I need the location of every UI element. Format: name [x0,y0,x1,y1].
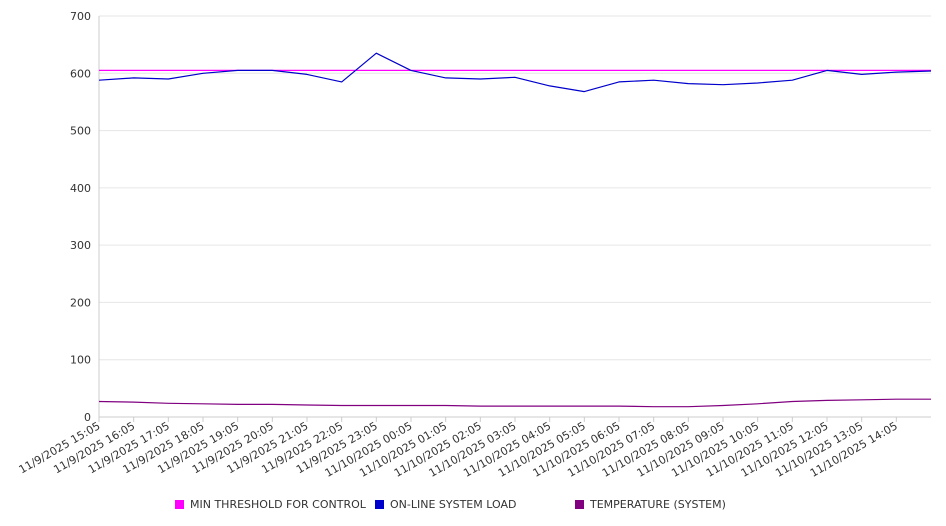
legend-swatch-temperature [575,500,584,509]
series-line-1 [98,52,932,93]
series-lines [98,52,932,408]
gridlines [99,15,931,418]
legend-label-temperature: TEMPERATURE (SYSTEM) [590,498,726,511]
y-tick-label: 400 [70,182,91,195]
legend-item-system-load[interactable]: ON-LINE SYSTEM LOAD [375,498,516,511]
legend-label-system-load: ON-LINE SYSTEM LOAD [390,498,517,511]
legend-swatch-system-load [375,500,384,509]
legend-label-min-threshold: MIN THRESHOLD FOR CONTROL [190,498,366,511]
y-tick-label: 600 [70,67,91,80]
y-tick-label: 100 [70,354,91,367]
y-tick-label: 300 [70,239,91,252]
legend-item-min-threshold[interactable]: MIN THRESHOLD FOR CONTROL [175,498,366,511]
legend-swatch-min-threshold [175,500,184,509]
y-tick-label: 0 [84,411,91,424]
legend-item-temperature[interactable]: TEMPERATURE (SYSTEM) [575,498,726,511]
y-tick-label: 500 [70,125,91,138]
series-line-2 [98,398,931,408]
y-tick-label: 200 [70,296,91,309]
y-tick-label: 700 [70,10,91,23]
legend: MIN THRESHOLD FOR CONTROL ON-LINE SYSTEM… [0,498,946,514]
y-axis: 0 100 200 300 400 500 600 700 [70,10,100,424]
